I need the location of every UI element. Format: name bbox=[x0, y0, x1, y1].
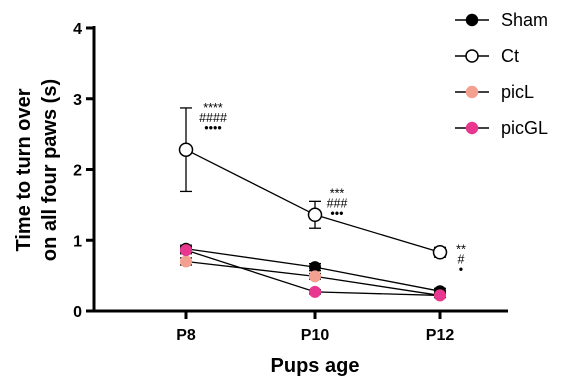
data-point bbox=[180, 244, 192, 257]
legend-item-picgl: picGL bbox=[455, 118, 548, 138]
y-axis-title-line-2: on all four paws (s) bbox=[39, 79, 61, 261]
legend-item-sham: Sham bbox=[455, 10, 548, 30]
legend-item-picl: picL bbox=[455, 82, 534, 102]
legend-label: picGL bbox=[501, 118, 548, 138]
legend-label: picL bbox=[501, 82, 534, 102]
legend-label: Ct bbox=[501, 46, 519, 66]
significance-annotation: **#• bbox=[456, 242, 466, 276]
legend: Sham Ct picL picGL bbox=[455, 10, 548, 138]
legend-item-ct: Ct bbox=[455, 46, 519, 66]
data-point bbox=[309, 285, 321, 298]
data-point bbox=[309, 270, 321, 283]
x-tick-label: P12 bbox=[426, 327, 455, 344]
series-picgl bbox=[180, 244, 446, 302]
data-point bbox=[434, 289, 446, 302]
legend-marker bbox=[465, 13, 479, 27]
x-tick-label: P8 bbox=[176, 327, 196, 344]
significance-marks: **** bbox=[203, 101, 223, 115]
y-axis-title: Time to turn over on all four paws (s) bbox=[13, 79, 61, 261]
legend-label: Sham bbox=[501, 10, 548, 30]
significance-marks: # bbox=[458, 252, 465, 266]
legend-marker bbox=[465, 49, 479, 63]
significance-marks: *** bbox=[330, 186, 345, 200]
y-tick-label: 2 bbox=[73, 163, 82, 180]
x-tick-label: P10 bbox=[301, 327, 330, 344]
data-point bbox=[180, 255, 192, 268]
axes: 0 1 2 3 4 P8 P10 P12 bbox=[73, 21, 508, 344]
y-tick-label: 3 bbox=[73, 92, 82, 109]
significance-marks: • bbox=[459, 262, 463, 276]
y-tick-label: 4 bbox=[73, 21, 82, 38]
y-tick-label: 1 bbox=[73, 233, 82, 250]
series-ct bbox=[178, 107, 448, 260]
significance-annotation: ***###••• bbox=[327, 186, 348, 220]
data-point bbox=[178, 142, 194, 157]
x-axis-title: Pups age bbox=[271, 355, 360, 377]
significance-annotation: ****####•••• bbox=[199, 101, 227, 135]
significance-marks: ••• bbox=[330, 206, 343, 220]
series-layer bbox=[178, 107, 448, 302]
significance-marks: •••• bbox=[204, 121, 222, 135]
data-point bbox=[307, 207, 323, 223]
data-point bbox=[432, 245, 448, 260]
legend-marker bbox=[465, 121, 479, 135]
y-tick-label: 0 bbox=[73, 304, 82, 321]
annotation-layer: ****####••••***###•••**#• bbox=[199, 101, 466, 276]
legend-marker bbox=[465, 85, 479, 99]
significance-marks: ** bbox=[456, 242, 466, 256]
significance-marks: #### bbox=[199, 111, 227, 125]
significance-marks: ### bbox=[327, 196, 348, 210]
y-axis-title-line-1: Time to turn over bbox=[13, 88, 35, 251]
